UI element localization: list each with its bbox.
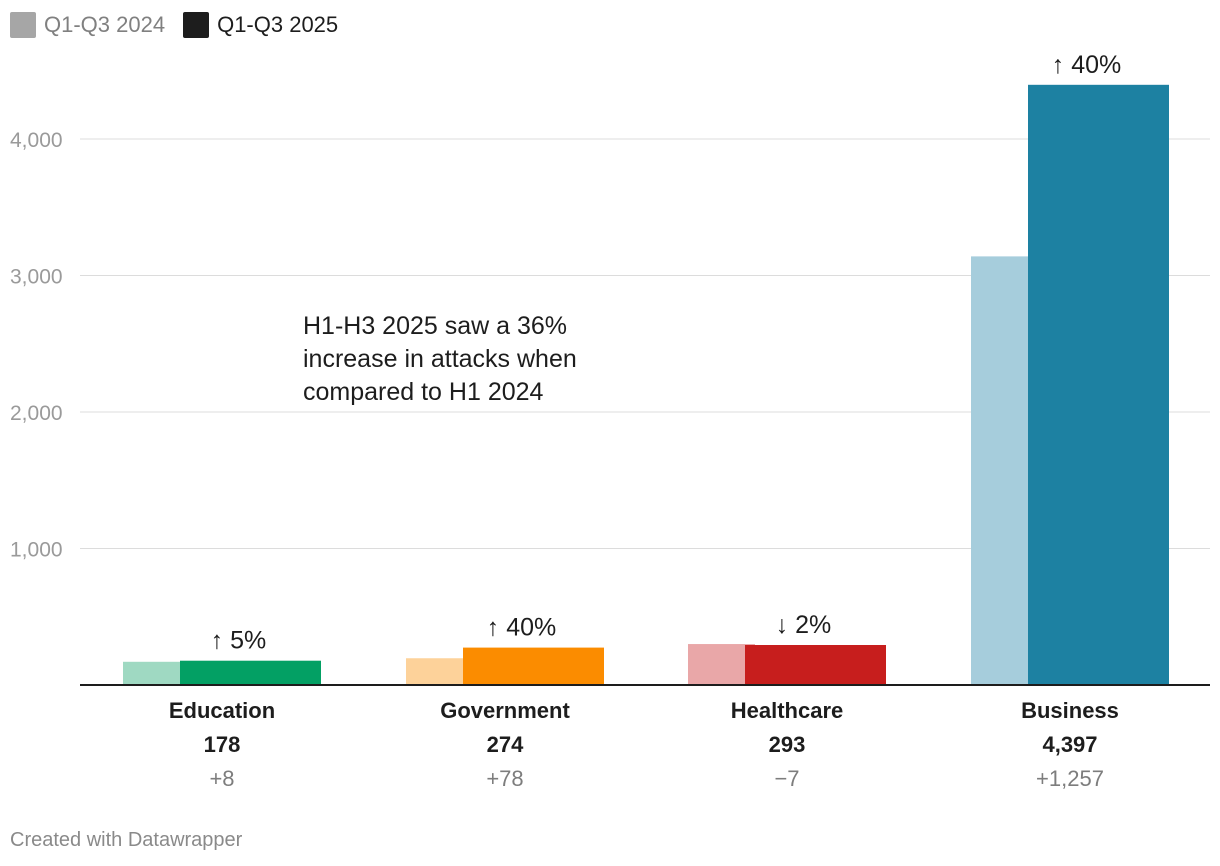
difference-label: +78 xyxy=(486,766,523,791)
value-label: 293 xyxy=(769,732,806,757)
legend-swatch-2024 xyxy=(10,12,36,38)
change-label: ↓ 2% xyxy=(776,611,832,639)
category-label: Education xyxy=(169,698,275,723)
annotation-line: increase in attacks when xyxy=(303,345,577,373)
footer-credit: Created with Datawrapper xyxy=(10,829,243,851)
change-label: ↑ 5% xyxy=(211,627,267,655)
legend-swatch-2025 xyxy=(183,12,210,38)
difference-label: +1,257 xyxy=(1036,766,1104,791)
category-label: Business xyxy=(1021,698,1119,723)
legend-item-2025: Q1-Q3 2025 xyxy=(183,12,338,38)
value-label: 178 xyxy=(204,732,241,757)
y-tick-label: 2,000 xyxy=(10,402,63,425)
bar-2025 xyxy=(463,647,604,685)
bar-2024 xyxy=(688,644,755,685)
legend-item-2024: Q1-Q3 2024 xyxy=(10,12,165,38)
y-tick-label: 3,000 xyxy=(10,266,63,289)
annotation-line: compared to H1 2024 xyxy=(303,378,544,406)
bar-2025 xyxy=(1028,84,1169,685)
value-label: 274 xyxy=(487,732,524,757)
bar-2025 xyxy=(745,645,886,685)
value-label: 4,397 xyxy=(1042,732,1097,757)
bar-2024 xyxy=(971,256,1038,685)
bar-2024 xyxy=(406,658,473,685)
difference-label: +8 xyxy=(209,766,234,791)
y-tick-label: 4,000 xyxy=(10,129,63,152)
bar-2024 xyxy=(123,661,190,685)
difference-label: −7 xyxy=(774,766,799,791)
legend-label-2025: Q1-Q3 2025 xyxy=(217,12,339,37)
bar-2025 xyxy=(180,660,321,685)
change-label: ↑ 40% xyxy=(487,614,556,642)
legend-label-2024: Q1-Q3 2024 xyxy=(44,12,166,37)
legend: Q1-Q3 2024 Q1-Q3 2025 xyxy=(10,12,338,38)
category-label: Healthcare xyxy=(731,698,844,723)
y-tick-label: 1,000 xyxy=(10,539,63,562)
category-label: Government xyxy=(440,698,570,723)
change-label: ↑ 40% xyxy=(1052,51,1121,79)
annotation-line: H1-H3 2025 saw a 36% xyxy=(303,312,567,340)
